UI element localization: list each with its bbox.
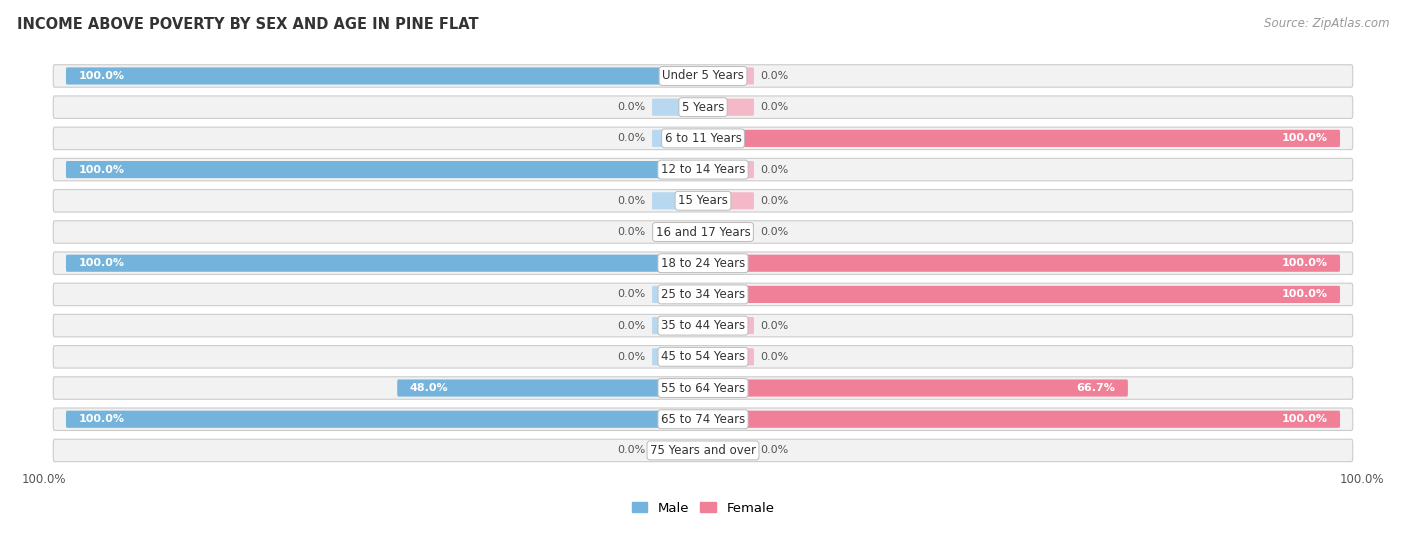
FancyBboxPatch shape [53, 408, 1353, 430]
FancyBboxPatch shape [652, 348, 703, 366]
Text: 65 to 74 Years: 65 to 74 Years [661, 413, 745, 426]
Text: 100.0%: 100.0% [21, 473, 66, 486]
Text: 100.0%: 100.0% [79, 258, 125, 268]
FancyBboxPatch shape [703, 348, 754, 366]
Text: 0.0%: 0.0% [761, 164, 789, 174]
Text: 45 to 54 Years: 45 to 54 Years [661, 350, 745, 363]
Text: Under 5 Years: Under 5 Years [662, 69, 744, 83]
FancyBboxPatch shape [652, 130, 703, 147]
FancyBboxPatch shape [66, 68, 703, 84]
Text: 66.7%: 66.7% [1076, 383, 1115, 393]
Text: 0.0%: 0.0% [617, 134, 645, 144]
Text: 16 and 17 Years: 16 and 17 Years [655, 225, 751, 239]
Text: 100.0%: 100.0% [1281, 290, 1327, 300]
FancyBboxPatch shape [703, 192, 754, 210]
Text: 75 Years and over: 75 Years and over [650, 444, 756, 457]
FancyBboxPatch shape [53, 127, 1353, 150]
FancyBboxPatch shape [53, 221, 1353, 243]
Text: 100.0%: 100.0% [79, 164, 125, 174]
FancyBboxPatch shape [53, 283, 1353, 306]
Text: 0.0%: 0.0% [761, 321, 789, 330]
Text: 0.0%: 0.0% [761, 102, 789, 112]
FancyBboxPatch shape [66, 411, 703, 428]
Text: 0.0%: 0.0% [617, 196, 645, 206]
FancyBboxPatch shape [66, 161, 703, 178]
Text: 0.0%: 0.0% [761, 352, 789, 362]
Text: 5 Years: 5 Years [682, 101, 724, 113]
FancyBboxPatch shape [703, 130, 1340, 147]
FancyBboxPatch shape [53, 96, 1353, 119]
Text: 55 to 64 Years: 55 to 64 Years [661, 382, 745, 395]
FancyBboxPatch shape [703, 254, 1340, 272]
Text: 0.0%: 0.0% [761, 71, 789, 81]
FancyBboxPatch shape [652, 286, 703, 303]
FancyBboxPatch shape [652, 224, 703, 240]
FancyBboxPatch shape [703, 442, 754, 459]
Text: 12 to 14 Years: 12 to 14 Years [661, 163, 745, 176]
FancyBboxPatch shape [53, 190, 1353, 212]
Text: 0.0%: 0.0% [617, 446, 645, 456]
Text: 25 to 34 Years: 25 to 34 Years [661, 288, 745, 301]
Text: 0.0%: 0.0% [617, 321, 645, 330]
FancyBboxPatch shape [652, 98, 703, 116]
FancyBboxPatch shape [703, 286, 1340, 303]
Text: 100.0%: 100.0% [1281, 258, 1327, 268]
Text: 18 to 24 Years: 18 to 24 Years [661, 257, 745, 269]
Text: 100.0%: 100.0% [1281, 414, 1327, 424]
Text: 0.0%: 0.0% [617, 227, 645, 237]
Text: 0.0%: 0.0% [761, 227, 789, 237]
FancyBboxPatch shape [53, 314, 1353, 337]
FancyBboxPatch shape [53, 439, 1353, 462]
Text: 0.0%: 0.0% [761, 446, 789, 456]
Text: 35 to 44 Years: 35 to 44 Years [661, 319, 745, 332]
FancyBboxPatch shape [703, 224, 754, 240]
Text: 0.0%: 0.0% [617, 290, 645, 300]
FancyBboxPatch shape [66, 254, 703, 272]
FancyBboxPatch shape [53, 252, 1353, 274]
Text: 0.0%: 0.0% [761, 196, 789, 206]
FancyBboxPatch shape [703, 161, 754, 178]
FancyBboxPatch shape [652, 317, 703, 334]
FancyBboxPatch shape [703, 411, 1340, 428]
Text: 48.0%: 48.0% [411, 383, 449, 393]
Text: 0.0%: 0.0% [617, 102, 645, 112]
Text: 0.0%: 0.0% [617, 352, 645, 362]
Text: 100.0%: 100.0% [79, 414, 125, 424]
Text: 100.0%: 100.0% [1281, 134, 1327, 144]
Text: 15 Years: 15 Years [678, 195, 728, 207]
FancyBboxPatch shape [652, 442, 703, 459]
FancyBboxPatch shape [652, 192, 703, 210]
Text: 100.0%: 100.0% [1340, 473, 1385, 486]
Text: Source: ZipAtlas.com: Source: ZipAtlas.com [1264, 17, 1389, 30]
FancyBboxPatch shape [53, 158, 1353, 181]
FancyBboxPatch shape [703, 68, 754, 84]
Text: 6 to 11 Years: 6 to 11 Years [665, 132, 741, 145]
FancyBboxPatch shape [703, 317, 754, 334]
FancyBboxPatch shape [53, 377, 1353, 399]
Legend: Male, Female: Male, Female [626, 496, 780, 520]
FancyBboxPatch shape [398, 380, 703, 396]
FancyBboxPatch shape [53, 65, 1353, 87]
FancyBboxPatch shape [703, 98, 754, 116]
FancyBboxPatch shape [53, 345, 1353, 368]
FancyBboxPatch shape [703, 380, 1128, 396]
Text: INCOME ABOVE POVERTY BY SEX AND AGE IN PINE FLAT: INCOME ABOVE POVERTY BY SEX AND AGE IN P… [17, 17, 478, 32]
Text: 100.0%: 100.0% [79, 71, 125, 81]
